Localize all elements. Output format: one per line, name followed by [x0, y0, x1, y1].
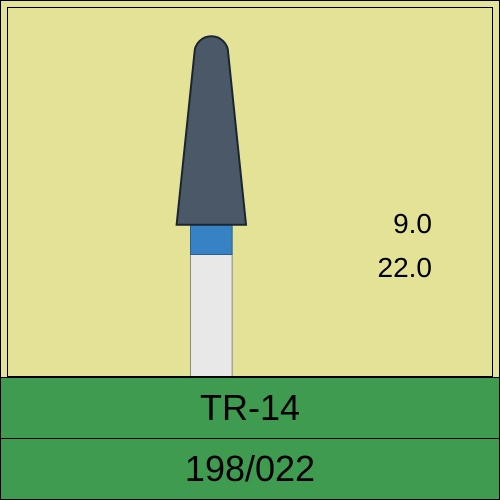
code-label: 198/022	[1, 438, 499, 499]
model-label: TR-14	[1, 377, 499, 438]
head-length-value: 9.0	[378, 208, 433, 240]
diagram-container: 9.0 22.0 TR-14 198/022	[0, 0, 500, 500]
bur-band	[190, 225, 232, 255]
total-length-value: 22.0	[378, 252, 433, 284]
bur-head	[177, 36, 246, 224]
inner-frame: 9.0 22.0	[7, 7, 493, 377]
label-section: TR-14 198/022	[1, 377, 499, 499]
bur-shank	[190, 254, 232, 376]
illustration-area: 9.0 22.0	[1, 1, 499, 377]
bur-illustration	[8, 8, 492, 376]
measurements: 9.0 22.0	[378, 208, 433, 296]
